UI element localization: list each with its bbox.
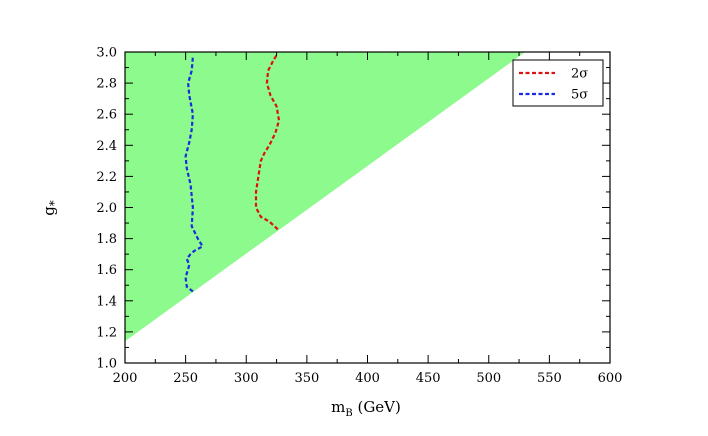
x-tick-label: 200 [113,371,138,386]
legend-box [512,59,604,107]
x-tick-label: 300 [234,371,259,386]
y-tick-label: 1.4 [96,294,117,309]
x-tick-label: 550 [537,371,562,386]
x-axis-label: mB (GeV) [331,398,401,419]
x-tick-label: 500 [476,371,501,386]
x-tick-label: 450 [416,371,441,386]
axis-labels: mB (GeV) g* [40,200,401,419]
y-tick-label: 1.6 [96,263,117,278]
axes: 200 250 300 350 400 450 500 550 600 1.0 1.2 1.4 1.6 1… [96,46,622,387]
legend-label-5sigma: 5σ [571,88,588,103]
y-tick-label: 1.2 [96,325,117,340]
x-tick-label: 250 [173,371,198,386]
x-axis-label-main: m [331,398,345,416]
y-tick-label: 1.0 [96,357,117,372]
y-tick-label: 3.0 [96,46,117,61]
y-tick-label: 2.8 [96,77,117,92]
y-tick-label: 2.4 [96,139,117,154]
allowed-region [125,52,526,342]
plot-area [125,52,526,342]
x-tick-label: 400 [355,371,380,386]
y-tick-label: 2.6 [96,108,117,123]
series-line-2sigma [254,54,281,231]
x-tick-label: 350 [294,371,319,386]
x-tick-label: 600 [598,371,623,386]
y-axis-label-main: g [40,206,58,216]
x-axis-label-unit: (GeV) [353,398,401,416]
series-line-5sigma [184,56,205,293]
y-tick-label: 2.2 [96,170,117,185]
y-axis-label-subscript: * [47,200,61,206]
plot-clip-group [125,52,526,342]
y-tick-label: 1.8 [96,232,117,247]
legend-label-2sigma: 2σ [571,67,588,82]
y-axis-label: g* [40,200,61,216]
y-tick-label: 2.0 [96,201,117,216]
x-axis-label-subscript: B [345,408,352,419]
